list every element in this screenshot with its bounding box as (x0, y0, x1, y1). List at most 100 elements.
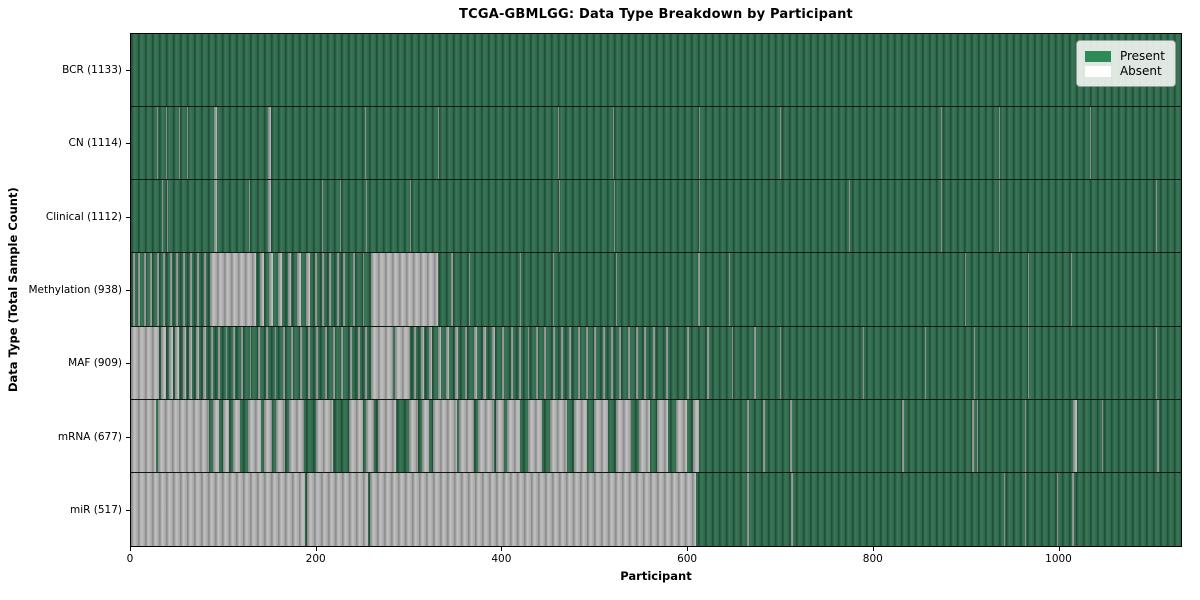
absent-segment (299, 326, 302, 399)
absent-segment (594, 326, 597, 399)
absent-segment (559, 180, 561, 253)
absent-segment (186, 107, 188, 180)
x-tick-mark (687, 547, 689, 551)
absent-segment (552, 253, 554, 326)
absent-segment (619, 326, 622, 399)
absent-segment (1028, 253, 1029, 326)
absent-segment (763, 399, 765, 472)
absent-segment (1071, 472, 1075, 546)
absent-segment (212, 399, 220, 472)
absent-segment (1025, 472, 1027, 546)
absent-segment (636, 326, 638, 399)
absent-segment (395, 326, 410, 399)
chart-title: TCGA-GBMLGG: Data Type Breakdown by Part… (459, 7, 853, 22)
absent-segment (421, 399, 430, 472)
absent-segment (569, 326, 572, 399)
absent-segment (849, 180, 851, 253)
absent-segment (611, 326, 613, 399)
heatmap-row-maf (131, 326, 1181, 400)
absent-segment (573, 399, 587, 472)
absent-segment (469, 253, 471, 326)
absent-segment (210, 326, 214, 399)
absent-segment (160, 326, 167, 399)
absent-segment (433, 399, 458, 472)
absent-segment (214, 180, 218, 253)
legend-label-absent: Absent (1119, 64, 1162, 78)
absent-segment (1156, 399, 1159, 472)
absent-segment (156, 253, 159, 326)
absent-segment (343, 253, 346, 326)
y-tick-mark (126, 143, 130, 145)
absent-segment (728, 253, 730, 326)
absent-segment (615, 399, 632, 472)
absent-segment (150, 253, 153, 326)
absent-segment (131, 399, 157, 472)
absent-segment (561, 326, 563, 399)
heatmap-row-bcr (131, 34, 1181, 108)
absent-segment (296, 253, 301, 326)
y-tick-mark (126, 290, 130, 291)
absent-segment (446, 326, 449, 399)
y-tick-mark (126, 363, 130, 365)
absent-segment (268, 180, 271, 253)
absent-segment (747, 472, 750, 546)
absent-segment (972, 399, 975, 472)
absent-segment (1025, 399, 1027, 472)
absent-segment (638, 399, 650, 472)
absent-segment (459, 399, 474, 472)
heatmap-row-clinical (131, 180, 1181, 254)
absent-segment (832, 326, 834, 399)
absent-segment (613, 180, 615, 253)
absent-segment (321, 253, 324, 326)
legend: Present Absent (1075, 40, 1176, 87)
absent-segment (940, 180, 942, 253)
legend-item-present: Present (1084, 49, 1165, 63)
absent-segment (348, 399, 363, 472)
absent-segment (182, 253, 185, 326)
absent-segment (552, 326, 555, 399)
absent-segment (586, 326, 588, 399)
heatmap-row-mir (131, 472, 1181, 546)
absent-segment (477, 399, 495, 472)
absent-segment (308, 326, 310, 399)
absent-segment (1003, 472, 1005, 546)
absent-segment (143, 253, 146, 326)
absent-segment (288, 399, 305, 472)
absent-segment (698, 253, 700, 326)
absent-segment (450, 253, 453, 326)
absent-segment (268, 107, 271, 180)
absent-segment (336, 253, 339, 326)
absent-segment (241, 326, 244, 399)
absent-segment (483, 326, 486, 399)
absent-segment (307, 472, 369, 546)
absent-segment (156, 107, 158, 180)
absent-segment (925, 326, 927, 399)
absent-segment (437, 107, 439, 180)
legend-label-present: Present (1119, 49, 1165, 63)
y-tick-label-mir: miR (517) (69, 504, 122, 517)
absent-segment (266, 326, 269, 399)
heatmap-row-methylation (131, 253, 1181, 327)
absent-segment (340, 180, 342, 253)
absent-segment (657, 399, 669, 472)
absent-segment (429, 326, 433, 399)
absent-segment (455, 326, 459, 399)
absent-segment (222, 399, 230, 472)
absent-segment (977, 399, 979, 472)
absent-segment (1070, 253, 1072, 326)
absent-segment (249, 326, 252, 399)
absent-segment (510, 326, 513, 399)
absent-segment (161, 180, 163, 253)
absent-segment (692, 399, 700, 472)
absent-swatch-icon (1084, 65, 1111, 77)
absent-segment (544, 326, 547, 399)
x-tick-label-800: 800 (862, 553, 883, 565)
absent-segment (1028, 326, 1029, 399)
absent-segment (902, 399, 904, 472)
absent-segment (1155, 326, 1157, 399)
absent-segment (370, 472, 697, 546)
absent-segment (176, 253, 179, 326)
absent-segment (974, 326, 976, 399)
absent-segment (1072, 180, 1074, 253)
